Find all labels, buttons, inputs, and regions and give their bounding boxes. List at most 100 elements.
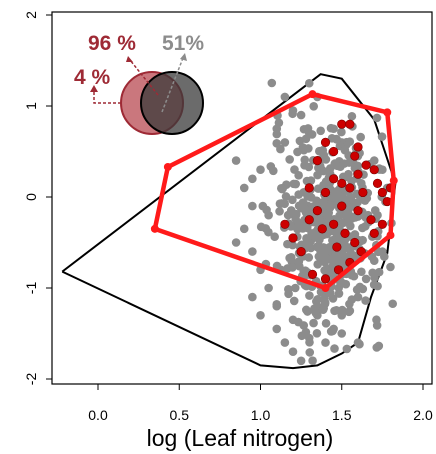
grey-point	[377, 132, 387, 141]
red-point	[366, 215, 376, 225]
grey-point	[303, 124, 313, 133]
grey-point	[330, 344, 339, 353]
grey-point	[284, 284, 293, 294]
grey-point	[370, 206, 380, 215]
grey-point	[318, 198, 328, 208]
grey-point	[360, 196, 370, 205]
grey-point	[305, 338, 314, 347]
grey-point	[294, 317, 303, 327]
red-point	[304, 183, 314, 193]
red-point	[340, 228, 350, 238]
x-tick-label: 0.0	[88, 407, 108, 423]
grey-point	[347, 295, 357, 304]
grey-point	[337, 127, 346, 137]
annotation-51-percent: 51%	[162, 32, 204, 55]
y-tick-label: 0	[23, 193, 39, 201]
grey-point	[256, 222, 266, 232]
grey-point	[344, 169, 353, 179]
grey-point	[283, 239, 292, 249]
grey-point	[266, 162, 276, 171]
red-hull-layer	[150, 90, 398, 292]
red-hull-vertex	[308, 90, 317, 99]
grey-point	[309, 318, 318, 328]
red-point	[280, 219, 290, 229]
grey-point	[288, 347, 298, 357]
annotation-96-percent: 96 %	[88, 32, 136, 55]
grey-point	[286, 252, 296, 262]
x-axis: 0.0 0.5 1.0 1.5 2.0	[88, 384, 433, 423]
grey-point	[325, 202, 335, 212]
grey-point	[288, 195, 297, 205]
grey-point	[357, 178, 366, 188]
grey-point	[326, 327, 336, 336]
grey-point	[280, 92, 290, 102]
grey-point	[312, 329, 322, 338]
y-tick-label: 2	[23, 11, 39, 19]
grey-point	[337, 278, 346, 287]
red-point	[329, 219, 339, 229]
red-point	[345, 119, 355, 129]
grey-point	[280, 138, 290, 147]
grey-point	[303, 307, 312, 316]
grey-point	[368, 268, 377, 278]
grey-point	[323, 267, 332, 276]
grey-point	[288, 109, 297, 119]
grey-point	[239, 183, 249, 193]
grey-point	[355, 339, 364, 349]
grey-point	[308, 356, 317, 366]
grey-point	[344, 307, 354, 317]
grey-point	[352, 285, 362, 294]
grey-point	[231, 238, 241, 247]
red-points-layer	[280, 119, 396, 284]
grey-point	[344, 216, 353, 226]
grey-point	[372, 113, 382, 123]
grey-point	[305, 348, 315, 357]
red-point	[377, 187, 387, 198]
annotation-4-percent: 4 %	[74, 66, 111, 89]
grey-point	[321, 338, 330, 347]
grey-point	[280, 199, 289, 209]
x-tick-label: 2.0	[413, 407, 433, 423]
black-hull-layer	[61, 73, 397, 370]
grey-point	[321, 319, 331, 328]
red-point	[312, 156, 322, 166]
red-hull-vertex	[321, 284, 330, 292]
grey-point	[272, 300, 282, 309]
red-point	[332, 242, 342, 252]
grey-point	[248, 201, 257, 211]
red-point	[369, 165, 379, 175]
grey-point	[294, 171, 303, 180]
y-axis: -2 -1 0 1 2	[23, 11, 52, 385]
black-convex-hull	[61, 73, 397, 370]
y-tick-label: 1	[23, 102, 39, 110]
grey-point	[272, 324, 282, 334]
grey-point	[386, 262, 395, 272]
red-point	[329, 174, 339, 184]
grey-point	[372, 315, 381, 325]
arrow-51-head	[180, 53, 187, 61]
grey-point	[256, 165, 265, 174]
grey-point	[347, 111, 357, 121]
grey-point	[276, 144, 285, 154]
red-point	[353, 169, 363, 179]
red-point	[369, 228, 379, 238]
red-point	[304, 215, 314, 225]
red-hull-vertex	[163, 162, 172, 171]
x-axis-title: log (Leaf nitrogen)	[147, 425, 334, 451]
grey-point	[302, 176, 312, 186]
grey-point	[296, 110, 306, 120]
grey-point	[304, 162, 314, 172]
grey-point	[339, 242, 349, 252]
red-point	[337, 178, 347, 188]
grey-point	[267, 78, 277, 88]
grey-point	[248, 292, 257, 302]
grey-point	[285, 155, 294, 164]
grey-point	[310, 229, 319, 239]
red-point	[377, 219, 387, 229]
grey-point	[309, 101, 319, 111]
red-point	[345, 183, 355, 193]
red-point	[358, 187, 368, 198]
grey-point	[248, 247, 257, 256]
grey-point	[274, 118, 284, 128]
